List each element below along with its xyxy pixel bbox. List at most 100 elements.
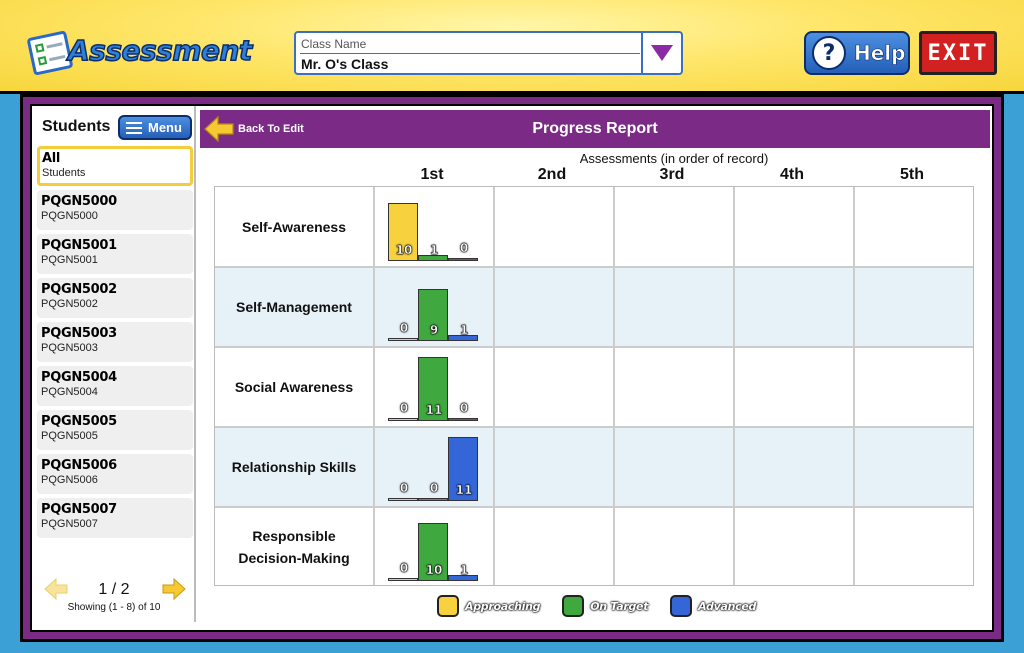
category-label: Relationship Skills [231, 459, 357, 475]
report-title-bar: Back To Edit Progress Report [200, 110, 990, 148]
student-item[interactable]: PQGN5000 PQGN5000 [37, 190, 193, 230]
bar-value-label: 0 [399, 321, 409, 335]
student-sub: PQGN5005 [41, 430, 98, 442]
progress-grid: Self-Awareness Self-Management Social Aw… [214, 186, 974, 586]
students-sidebar: Students Menu All Students PQGN5000 PQGN… [32, 106, 196, 622]
bar-on-target: 0 [418, 481, 448, 501]
column-header-2nd: 2nd [537, 166, 567, 183]
student-sub: PQGN5006 [41, 474, 98, 486]
bar-advanced: 11 [448, 437, 478, 501]
bar-on-target: 10 [418, 523, 448, 581]
app-logo: Assessment [26, 30, 253, 78]
hamburger-icon [126, 121, 142, 134]
bar-advanced: 0 [448, 401, 478, 421]
next-page-arrow-icon[interactable] [162, 578, 186, 600]
arrow-left-icon [204, 116, 234, 142]
page-indicator: 1 / 2 [98, 581, 130, 598]
bar-advanced: 1 [448, 563, 478, 581]
students-heading: Students [42, 118, 111, 135]
student-sub: PQGN5003 [41, 342, 98, 354]
student-sub: PQGN5002 [41, 298, 98, 310]
bar-approaching: 0 [388, 321, 418, 341]
column-header-4th: 4th [780, 166, 804, 183]
category-label: Responsible Decision-Making [238, 528, 350, 566]
bar-approaching: 10 [388, 203, 418, 261]
class-dropdown-button[interactable] [641, 33, 681, 73]
column-header-5th: 5th [900, 166, 924, 183]
back-to-edit-button[interactable]: Back To Edit [204, 115, 304, 143]
legend-item-advanced: Advanced [670, 595, 756, 617]
legend: Approaching On Target Advanced [437, 595, 778, 617]
grid-row: Self-Management [215, 267, 973, 347]
student-sub: PQGN5001 [41, 254, 98, 266]
student-item[interactable]: PQGN5001 PQGN5001 [37, 234, 193, 274]
checklist-icon [26, 30, 74, 76]
student-name: PQGN5005 [41, 414, 117, 429]
student-pager: 1 / 2 Showing (1 - 8) of 10 [32, 578, 196, 618]
help-button[interactable]: ? Help [804, 31, 910, 75]
category-label: Self-Management [236, 299, 352, 315]
grid-row: Responsible Decision-Making [215, 507, 973, 587]
legend-swatch [437, 595, 459, 617]
bar-value-label: 10 [395, 243, 413, 257]
legend-item-approaching: Approaching [437, 595, 541, 617]
bar-value-label: 0 [399, 401, 409, 415]
legend-item-on-target: On Target [562, 595, 648, 617]
column-header-3rd: 3rd [659, 166, 685, 183]
bar-value-label: 0 [429, 481, 439, 495]
bar-approaching: 0 [388, 401, 418, 421]
student-item[interactable]: PQGN5003 PQGN5003 [37, 322, 193, 362]
student-name: PQGN5001 [41, 238, 117, 253]
student-item[interactable]: PQGN5007 PQGN5007 [37, 498, 193, 538]
showing-count: Showing (1 - 8) of 10 [67, 602, 161, 613]
help-button-label: Help [854, 41, 906, 66]
bar-on-target: 1 [418, 243, 448, 261]
bar-advanced: 0 [448, 241, 478, 261]
app-title: Assessment [67, 33, 253, 68]
student-name: PQGN5003 [41, 326, 117, 341]
legend-label: Advanced [698, 599, 757, 613]
bar-on-target: 11 [418, 357, 448, 421]
grid-row: Social Awareness [215, 347, 973, 427]
student-item[interactable]: PQGN5002 PQGN5002 [37, 278, 193, 318]
column-header-1st: 1st [420, 166, 444, 183]
menu-button[interactable]: Menu [118, 115, 192, 140]
grid-row: Relationship Skills [215, 427, 973, 507]
menu-button-label: Menu [148, 120, 182, 135]
student-name: PQGN5006 [41, 458, 117, 473]
legend-swatch [562, 595, 585, 617]
student-item-all[interactable]: All Students [37, 146, 193, 186]
prev-page-arrow-icon[interactable] [44, 578, 68, 600]
exit-button[interactable]: EXIT [919, 31, 997, 75]
student-sub: PQGN5004 [41, 386, 98, 398]
bar-value-label: 11 [455, 483, 473, 497]
student-sub: Students [42, 167, 86, 179]
legend-label: Approaching [465, 599, 541, 613]
student-name: PQGN5002 [41, 282, 117, 297]
question-circle-icon: ? [812, 36, 846, 70]
grid-row: Self-Awareness [215, 187, 973, 267]
student-item[interactable]: PQGN5006 PQGN5006 [37, 454, 193, 494]
bar-value-label: 0 [459, 401, 469, 415]
app-header: Assessment Class Name Mr. O's Class ? He… [0, 0, 1024, 94]
bar-value-label: 0 [399, 561, 409, 575]
legend-label: On Target [590, 599, 649, 613]
bar-value-label: 11 [425, 403, 443, 417]
bar-value-label: 0 [399, 481, 409, 495]
student-sub: PQGN5007 [41, 518, 98, 530]
class-name-label: Class Name [301, 37, 367, 51]
bar-approaching: 0 [388, 561, 418, 581]
exit-button-label: EXIT [927, 40, 989, 66]
bar-value-label: 0 [459, 241, 469, 255]
bar-advanced: 1 [448, 323, 478, 341]
bar-value-label: 10 [425, 563, 443, 577]
student-item[interactable]: PQGN5004 PQGN5004 [37, 366, 193, 406]
page-title: Progress Report [532, 120, 658, 137]
student-item[interactable]: PQGN5005 PQGN5005 [37, 410, 193, 450]
student-sub: PQGN5000 [41, 210, 98, 222]
student-name: PQGN5004 [41, 370, 117, 385]
bar-value-label: 9 [429, 323, 439, 337]
student-name: PQGN5000 [41, 194, 117, 209]
class-name-select[interactable]: Class Name Mr. O's Class [294, 31, 683, 75]
assessments-caption: Assessments (in order of record) [579, 151, 769, 166]
